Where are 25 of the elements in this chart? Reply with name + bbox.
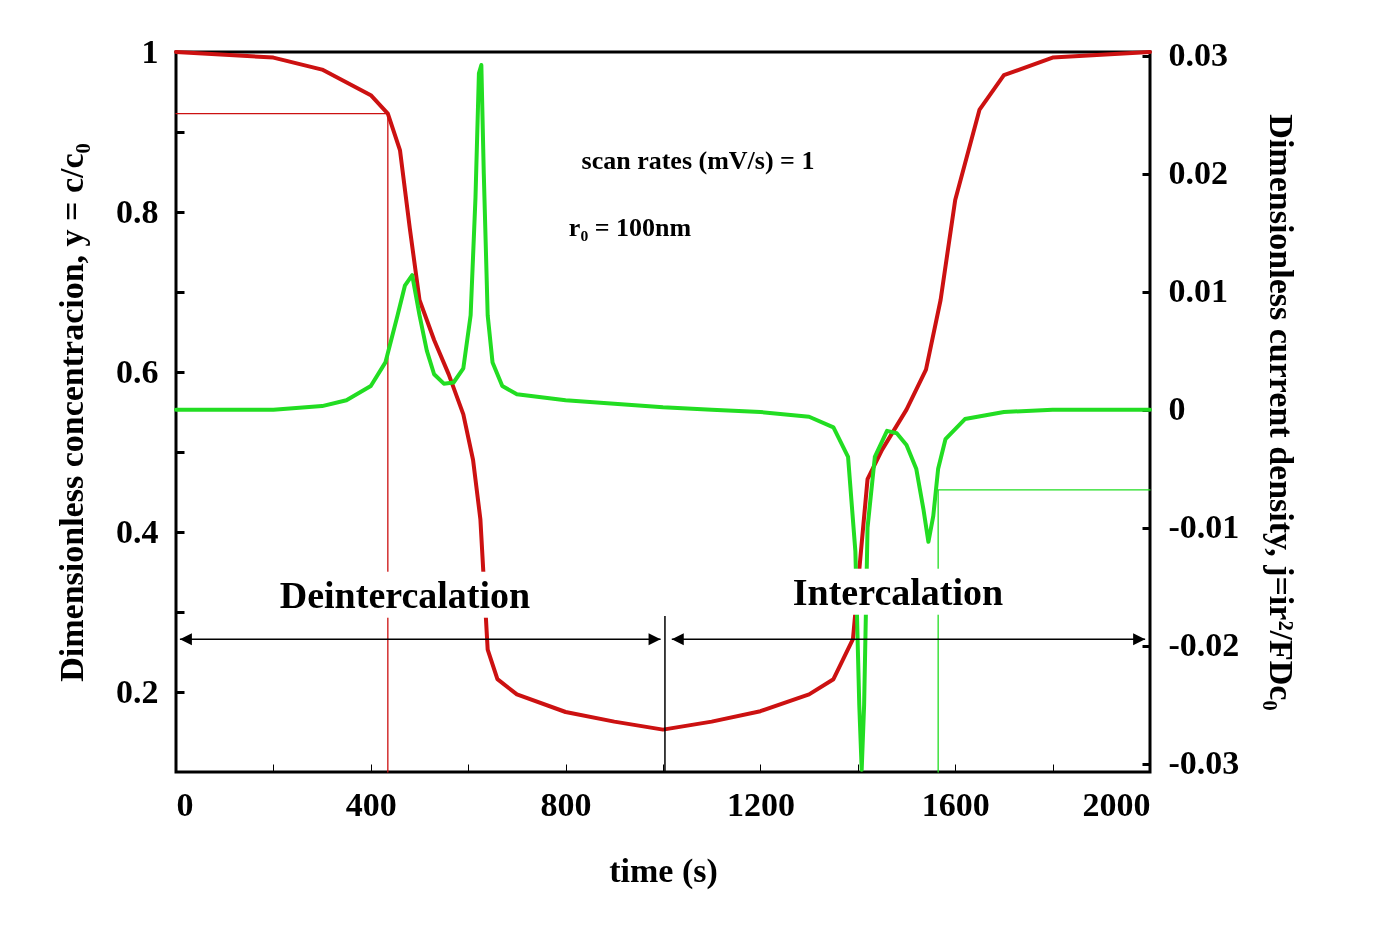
x-tick-label: 1200: [726, 785, 795, 823]
annotation: scan rates (mV/s) = 1: [581, 145, 815, 175]
y-tick-label: 1: [141, 32, 159, 70]
y2-tick-label: -0.01: [1168, 508, 1240, 546]
y-axis-title: Dimensionless concentracion, y = c/c₀: [53, 143, 90, 682]
y2-axis-title: Dimensionless current density, j=ir²/FDc₀: [1263, 114, 1301, 711]
y-tick-label: 0.6: [116, 352, 159, 390]
y2-tick-label: 0.01: [1168, 272, 1228, 310]
y-tick-label: 0.2: [116, 672, 159, 710]
y2-tick-label: -0.03: [1168, 744, 1240, 782]
annotation: Intercalation: [792, 570, 1004, 613]
x-tick-label: 400: [345, 785, 397, 823]
x-tick-label: 0: [176, 785, 194, 823]
y2-tick-label: 0.03: [1168, 36, 1228, 74]
y-tick-label: 0.4: [116, 512, 159, 550]
x-tick-label: 2000: [1082, 785, 1151, 823]
x-tick-label: 800: [540, 785, 592, 823]
y2-tick-label: 0.02: [1168, 154, 1228, 192]
annotation: r₀ = 100nm: [568, 212, 692, 242]
y2-tick-label: -0.02: [1168, 626, 1240, 664]
annotation: Deintercalation: [279, 573, 531, 616]
y2-tick-label: 0: [1168, 390, 1186, 428]
x-tick-label: 1600: [921, 785, 990, 823]
y-tick-label: 0.8: [116, 192, 159, 230]
x-axis-title: time (s): [609, 851, 718, 890]
